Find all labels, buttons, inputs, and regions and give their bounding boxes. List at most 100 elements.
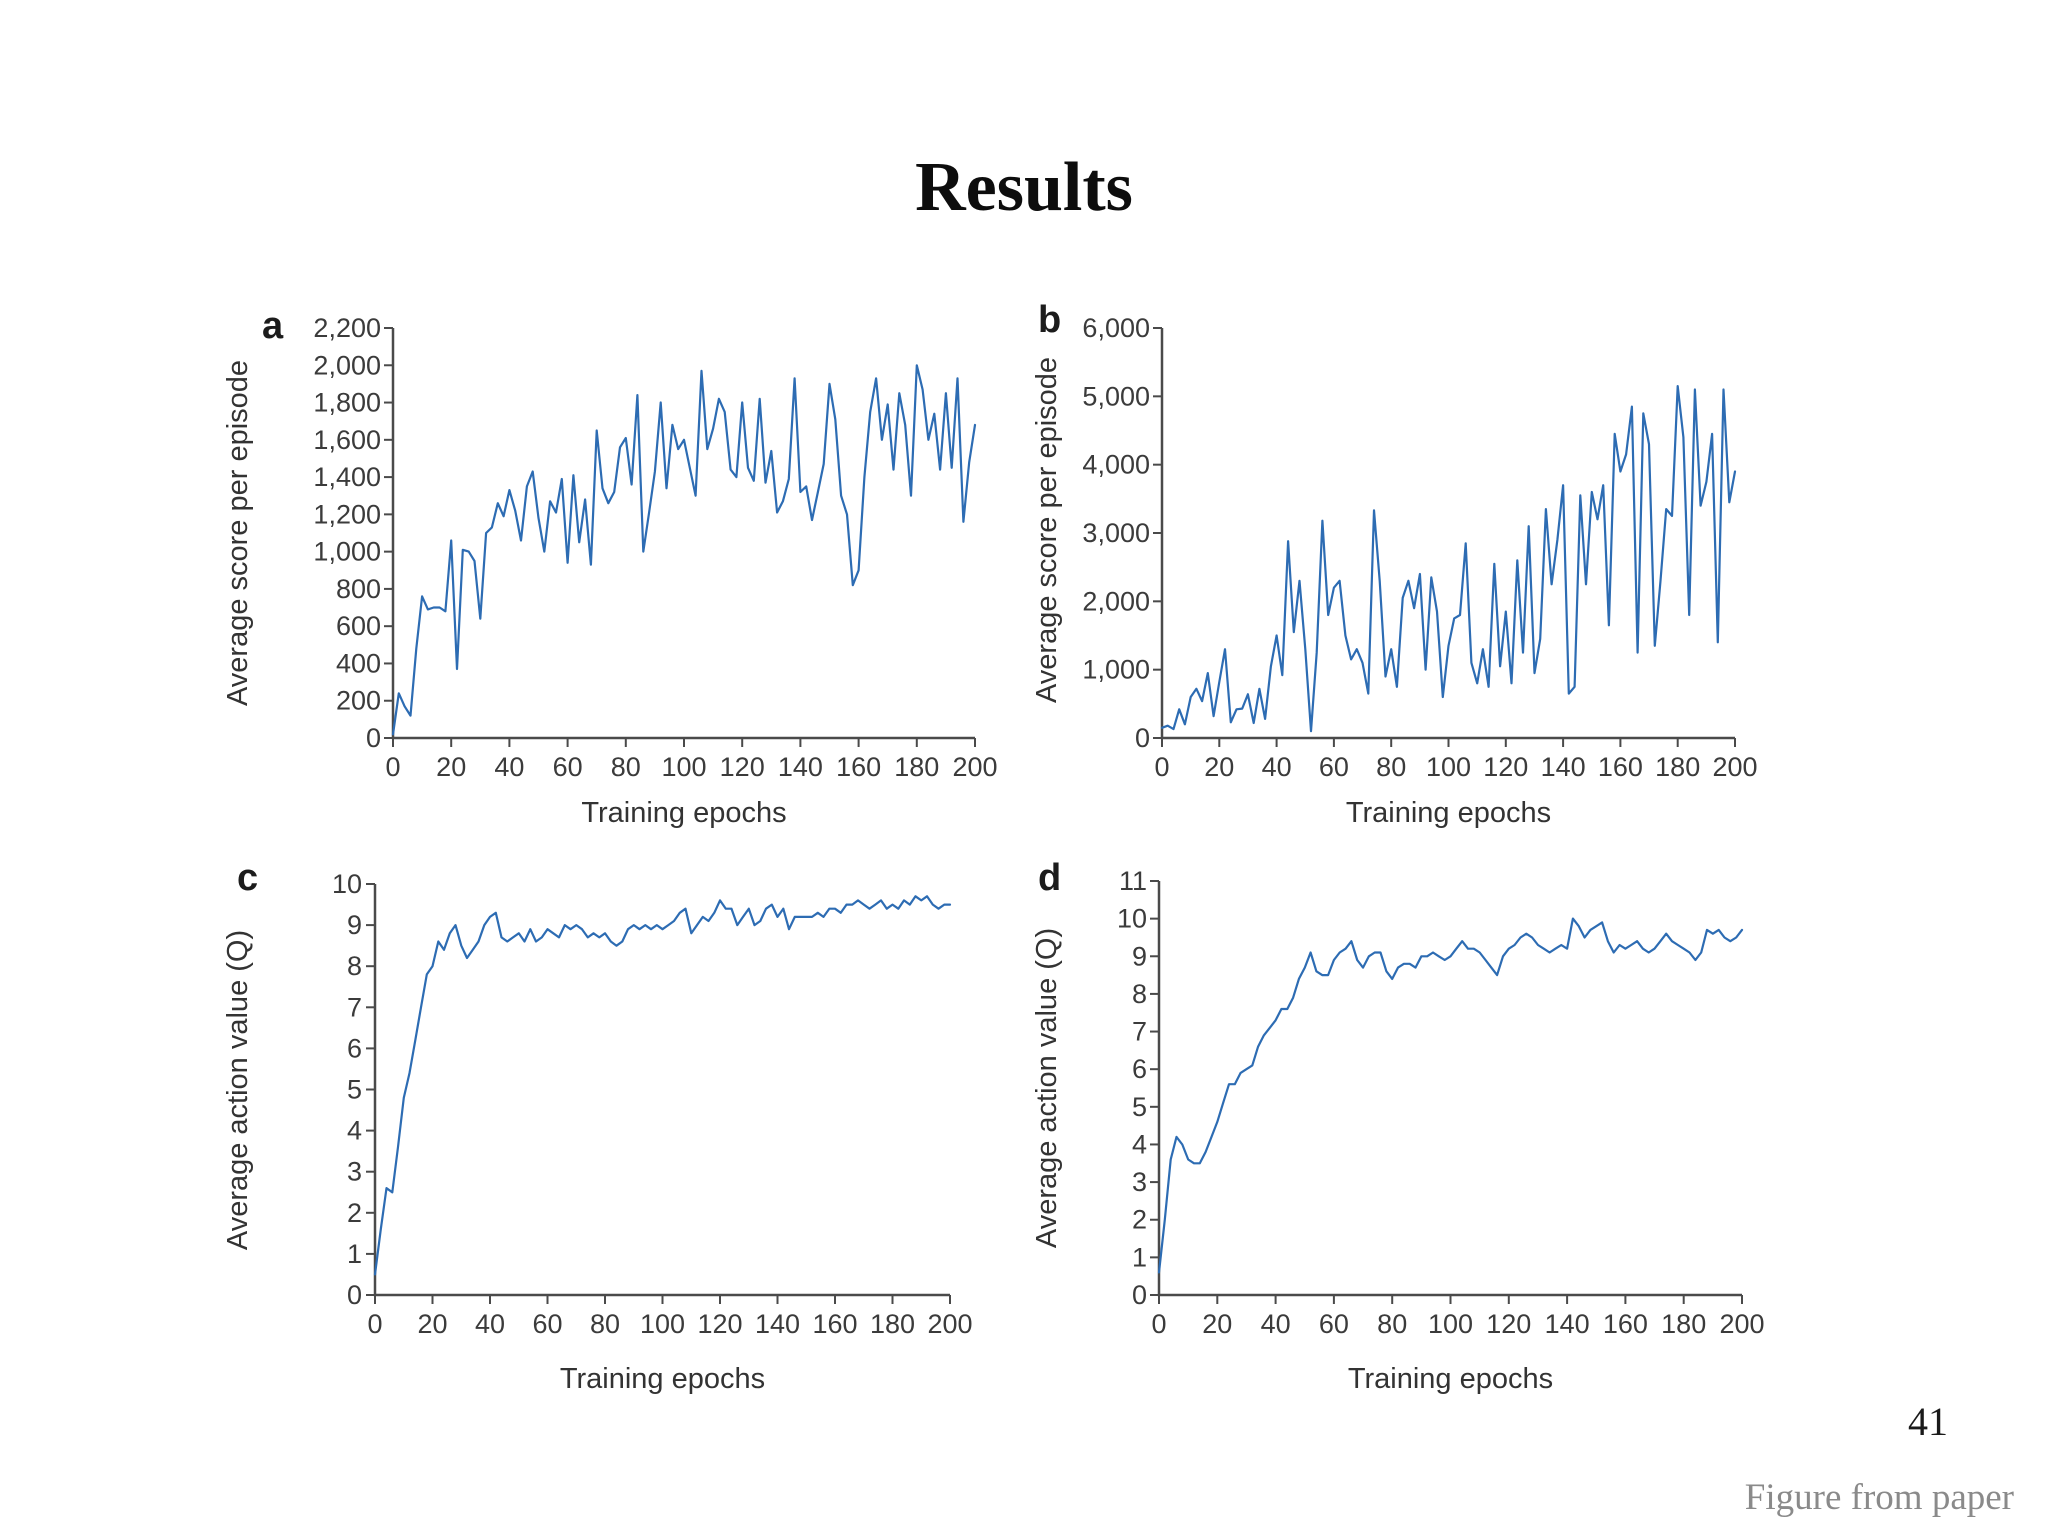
y-tick-label: 200 (336, 686, 381, 716)
x-axis-label: Training epochs (1346, 797, 1551, 829)
y-tick-label: 8 (1132, 979, 1147, 1009)
y-axis-label: Average action value (Q) (222, 930, 254, 1250)
y-tick-label: 2,000 (1082, 586, 1150, 616)
y-tick-label: 5 (1132, 1092, 1147, 1122)
figure-credit: Figure from paper (1744, 1477, 2014, 1518)
x-tick-label: 100 (1426, 752, 1471, 782)
line-series (1157, 917, 1744, 1274)
y-tick-label: 1,400 (313, 462, 381, 492)
y-tick-label: 1 (347, 1239, 362, 1269)
y-tick-label: 6 (1132, 1054, 1147, 1084)
chart-panel-c: 0 1 2 3 4 5 6 7 8 9 10 0 20 40 60 80 100 120 140 160 180 200 c… (170, 845, 1030, 1417)
x-tick-label: 20 (436, 752, 466, 782)
y-tick-label: 9 (1132, 941, 1147, 971)
y-tick-label: 800 (336, 574, 381, 604)
y-tick-label: 5,000 (1082, 381, 1150, 411)
y-tick-label: 2,200 (313, 313, 381, 343)
y-tick-label: 0 (1132, 1280, 1147, 1310)
x-tick-label: 140 (755, 1309, 800, 1339)
x-tick-label: 160 (836, 752, 881, 782)
y-tick-label: 1,800 (313, 388, 381, 418)
x-tick-label: 160 (1598, 752, 1643, 782)
x-tick-label: 0 (385, 752, 400, 782)
x-tick-label: 120 (720, 752, 765, 782)
x-tick-label: 200 (1712, 752, 1757, 782)
x-tick-label: 180 (1655, 752, 1700, 782)
chart-svg-b: 0 1,000 2,000 3,000 4,000 5,000 6,000 0 20 40 60 80… (1031, 299, 1758, 829)
y-tick-label: 0 (1135, 723, 1150, 753)
y-tick-label: 10 (1117, 904, 1147, 934)
x-tick-label: 40 (475, 1309, 505, 1339)
x-tick-label: 60 (1319, 1309, 1349, 1339)
axis-lines (1160, 328, 1735, 740)
x-tick-label: 180 (894, 752, 939, 782)
y-tick-label: 1,000 (1082, 655, 1150, 685)
y-tick-label: 8 (347, 951, 362, 981)
chart-panel-a: 0 200 400 600 800 1,000 1,200 1,400 1,600 1,800 2,… (170, 290, 1030, 855)
y-tick-label: 4 (1132, 1129, 1147, 1159)
x-tick-label: 20 (1204, 752, 1234, 782)
x-tick-label: 120 (697, 1309, 742, 1339)
x-tick-label: 200 (952, 752, 997, 782)
x-tick-label: 140 (1541, 752, 1586, 782)
line-series (373, 895, 952, 1276)
x-tick-label: 80 (1377, 1309, 1407, 1339)
y-tick-label: 6,000 (1082, 313, 1150, 343)
y-tick-label: 10 (332, 869, 362, 899)
axis-lines (391, 328, 975, 740)
y-tick-label: 6 (347, 1033, 362, 1063)
x-tick-label: 120 (1486, 1309, 1531, 1339)
page-title: Results (915, 149, 1133, 226)
line-series (1160, 384, 1737, 733)
x-tick-label: 180 (1661, 1309, 1706, 1339)
y-tick-label: 5 (347, 1075, 362, 1105)
x-tick-label: 60 (532, 1309, 562, 1339)
x-tick-label: 200 (927, 1309, 972, 1339)
y-tick-label: 11 (1119, 866, 1147, 896)
y-tick-label: 9 (347, 910, 362, 940)
x-tick-label: 120 (1483, 752, 1528, 782)
y-tick-label: 1,000 (313, 537, 381, 567)
x-tick-label: 20 (417, 1309, 447, 1339)
x-axis-label: Training epochs (1348, 1363, 1553, 1395)
chart-svg-a: 02004006008001,0001,2001,4001,6001,8002,… (222, 305, 998, 829)
x-tick-label: 0 (1154, 752, 1169, 782)
y-tick-label: 2,000 (313, 350, 381, 380)
y-tick-label: 1,600 (313, 425, 381, 455)
x-tick-label: 100 (640, 1309, 685, 1339)
x-tick-label: 0 (367, 1309, 382, 1339)
y-axis-label: Average score per episode (1031, 357, 1063, 703)
y-axis-label: Average action value (Q) (1031, 928, 1063, 1248)
panel-letter-d: d (1038, 857, 1061, 899)
y-tick-label: 2 (347, 1198, 362, 1228)
panel-letter-b: b (1038, 299, 1061, 341)
y-tick-label: 7 (1132, 1017, 1147, 1047)
x-tick-label: 80 (1376, 752, 1406, 782)
chart-panel-b: 0 1,000 2,000 3,000 4,000 5,000 6,000 0 20 40 60 80… (1000, 290, 1860, 855)
x-tick-label: 80 (590, 1309, 620, 1339)
x-tick-label: 40 (1261, 1309, 1291, 1339)
y-tick-label: 1 (1132, 1242, 1147, 1272)
x-tick-label: 60 (553, 752, 583, 782)
x-tick-label: 140 (778, 752, 823, 782)
page-number: 41 (1908, 1399, 1948, 1444)
y-tick-label: 0 (366, 723, 381, 753)
x-tick-label: 0 (1151, 1309, 1166, 1339)
y-tick-label: 3,000 (1082, 518, 1150, 548)
x-tick-label: 160 (812, 1309, 857, 1339)
y-tick-label: 600 (336, 611, 381, 641)
chart-panel-d: 0 1 2 3 4 5 6 7 8 9 10 11 0 20 40 60 80 100 120 140 160 180 20… (1000, 845, 1860, 1417)
x-tick-label: 100 (1428, 1309, 1473, 1339)
y-tick-label: 7 (347, 992, 362, 1022)
x-tick-label: 160 (1603, 1309, 1648, 1339)
y-tick-label: 3 (347, 1157, 362, 1187)
y-axis-label: Average score per episode (222, 360, 254, 706)
x-tick-label: 200 (1719, 1309, 1764, 1339)
y-tick-label: 0 (347, 1280, 362, 1310)
x-tick-label: 40 (1262, 752, 1292, 782)
x-tick-label: 40 (494, 752, 524, 782)
x-tick-label: 60 (1319, 752, 1349, 782)
y-tick-label: 400 (336, 648, 381, 678)
